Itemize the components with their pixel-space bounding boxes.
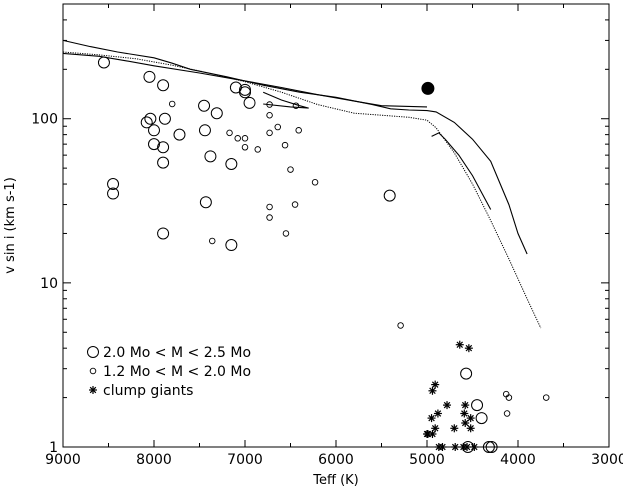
data-point-small-circle xyxy=(254,146,261,153)
data-point-large-circle xyxy=(210,107,223,120)
track-curve-1 xyxy=(62,39,528,255)
data-point-small-circle xyxy=(292,102,300,109)
data-point-large-circle xyxy=(225,239,238,252)
data-point-large-circle xyxy=(157,156,170,169)
data-point-large-circle xyxy=(157,79,170,92)
data-point-asterisk xyxy=(461,401,470,410)
legend: 2.0 Mo < M < 2.5 Mo 1.2 Mo < M < 2.0 Mo cl… xyxy=(87,345,251,399)
track-curve-5 xyxy=(262,91,309,109)
data-point-large-circle xyxy=(198,124,211,137)
x-tick-label: 3000 xyxy=(591,452,623,468)
data-point-asterisk xyxy=(427,414,436,423)
data-point-large-circle xyxy=(199,196,212,209)
data-point-small-circle xyxy=(234,135,241,142)
data-point-large-circle xyxy=(239,83,251,96)
track-curve-3 xyxy=(62,51,542,329)
data-point-large-circle xyxy=(383,189,396,202)
data-point-large-circle xyxy=(204,150,217,163)
data-point-small-circle xyxy=(295,127,302,134)
data-point-small-circle xyxy=(311,179,319,186)
data-point-asterisk xyxy=(431,380,440,389)
x-tick-label: 6000 xyxy=(318,452,354,468)
data-point-asterisk xyxy=(460,409,469,418)
data-point-asterisk xyxy=(464,344,473,353)
legend-label: clump giants xyxy=(103,383,193,399)
track-curve-4 xyxy=(431,132,492,210)
data-point-small-circle xyxy=(266,111,273,119)
data-point-small-circle xyxy=(505,394,513,401)
data-point-asterisk xyxy=(431,424,440,433)
data-point-large-circle xyxy=(148,138,160,151)
y-axis: 1 10 100 xyxy=(31,3,609,456)
data-point-large-circle xyxy=(225,157,238,170)
data-point-filled-circle xyxy=(421,81,435,95)
x-tick-label: 9000 xyxy=(45,452,81,468)
data-point-large-circle xyxy=(158,112,171,125)
legend-label: 1.2 Mo < M < 2.0 Mo xyxy=(103,364,251,380)
data-point-small-circle xyxy=(241,144,249,151)
data-point-large-circle xyxy=(140,116,153,129)
data-point-large-circle xyxy=(243,96,256,109)
data-point-small-circle xyxy=(282,230,290,237)
legend-marker-asterisk xyxy=(89,386,97,394)
data-point-large-circle xyxy=(157,227,170,240)
data-point-small-circle xyxy=(503,410,511,417)
data-point-large-circle xyxy=(148,124,160,137)
data-point-asterisk xyxy=(461,419,470,428)
x-tick-label: 8000 xyxy=(136,452,172,468)
legend-label: 2.0 Mo < M < 2.5 Mo xyxy=(103,345,251,361)
data-point-large-circle xyxy=(107,187,120,200)
y-tick-label: 1 xyxy=(49,440,58,456)
data-point-small-circle xyxy=(291,201,299,208)
data-point-small-circle xyxy=(281,141,289,149)
data-point-large-circle xyxy=(157,141,170,154)
x-axis: 9000 8000 7000 6000 5000 4000 3000 xyxy=(45,4,623,468)
data-point-small-circle xyxy=(542,394,550,401)
data-point-large-circle xyxy=(107,178,120,191)
track-curve-2 xyxy=(62,52,428,108)
plot-frame xyxy=(62,3,610,448)
data-point-small-circle xyxy=(266,129,273,137)
data-point-asterisk xyxy=(423,430,432,439)
data-point-small-circle xyxy=(168,100,176,108)
data-point-large-circle xyxy=(143,70,156,83)
data-point-large-circle xyxy=(471,399,484,412)
data-point-large-circle xyxy=(475,412,488,425)
data-point-large-circle xyxy=(144,112,157,125)
data-point-large-circle xyxy=(198,99,211,112)
y-axis-label: v sin i (km s-1) xyxy=(3,177,18,274)
data-point-small-circle xyxy=(274,123,282,131)
data-point-small-circle xyxy=(397,322,404,329)
data-point-asterisk xyxy=(455,340,464,349)
x-tick-label: 4000 xyxy=(500,452,536,468)
data-point-small-circle xyxy=(266,203,273,211)
data-point-asterisk xyxy=(428,386,437,395)
x-tick-label: 7000 xyxy=(227,452,263,468)
y-tick-label: 10 xyxy=(40,276,58,292)
data-point-asterisk xyxy=(433,409,442,418)
data-point-large-circle xyxy=(460,367,473,380)
data-point-small-circle xyxy=(241,135,249,142)
data-point-large-circle xyxy=(239,86,251,99)
data-point-large-circle xyxy=(97,56,110,69)
data-point-small-circle xyxy=(287,166,294,173)
data-point-asterisk xyxy=(466,424,475,433)
data-point-asterisk xyxy=(450,424,459,433)
legend-marker-small-circle xyxy=(89,367,97,375)
y-tick-label: 100 xyxy=(31,112,58,128)
data-point-small-circle xyxy=(208,237,216,245)
data-point-small-circle xyxy=(266,214,273,221)
data-point-small-circle xyxy=(266,101,273,108)
evolutionary-tracks xyxy=(62,39,542,329)
x-tick-label: 5000 xyxy=(409,452,445,468)
data-point-large-circle xyxy=(173,128,186,141)
data-point-small-circle xyxy=(226,129,233,137)
x-axis-label: Teff (K) xyxy=(312,473,359,488)
data-point-asterisk xyxy=(443,401,452,410)
data-point-asterisk xyxy=(466,414,475,423)
legend-marker-large-circle xyxy=(87,346,99,358)
